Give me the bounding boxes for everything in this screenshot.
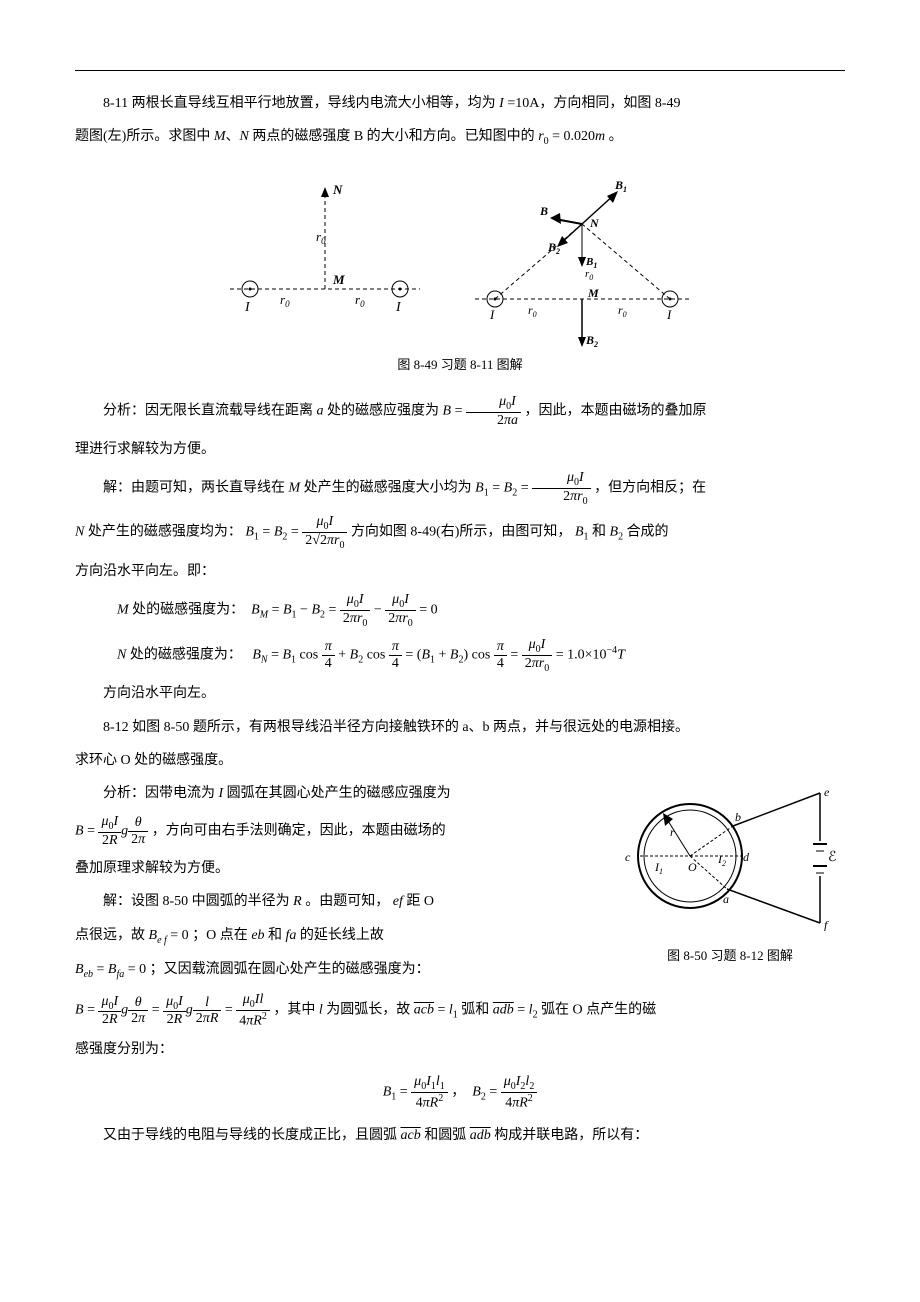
- svg-text:O: O: [688, 860, 697, 874]
- figure-8-49: I I r0 r0 r0 M N I I r0 r: [75, 169, 845, 376]
- I-var: I: [499, 96, 504, 111]
- text: 处产生的磁感强度大小均为: [304, 480, 472, 495]
- text: 分析：因带电流为: [103, 786, 215, 801]
- top-rule: [75, 70, 845, 71]
- sep: 、: [226, 129, 240, 144]
- svg-text:r0: r0: [618, 303, 627, 319]
- eq-BM: M 处的磁感强度为： BM = B1 − B2 = μ0I2πr0 − μ0I2…: [75, 592, 845, 629]
- svg-text:c: c: [625, 850, 631, 864]
- svg-text:d: d: [743, 850, 750, 864]
- svg-text:e: e: [824, 785, 830, 799]
- svg-text:r0: r0: [355, 292, 365, 309]
- text: 分析：因无限长直流载导线在距离: [103, 404, 313, 419]
- svg-text:I: I: [489, 307, 495, 322]
- frac: μ0I 2πr0: [532, 470, 590, 507]
- r0-unit: m: [595, 129, 605, 144]
- figure-8-50: r O I1 I2 c b d a e f ℰ 图 8-50 习题 8-12 图…: [615, 781, 845, 968]
- frac-mu0I-2pia: μ0I 2πa: [466, 394, 521, 428]
- svg-text:B: B: [539, 204, 548, 218]
- arc-acb: acb: [414, 1003, 434, 1018]
- svg-text:I: I: [666, 307, 672, 322]
- svg-text:r: r: [670, 825, 675, 839]
- svg-text:I: I: [244, 300, 251, 315]
- eq-B1-B2: B1 = μ0I1l14πR2 ， B2 = μ0I2l24πR2: [75, 1074, 845, 1111]
- text: 圆弧在其圆心处产生的磁感应强度为: [227, 786, 451, 801]
- svg-text:I: I: [395, 300, 402, 315]
- text: 合成的: [627, 525, 669, 540]
- solution-8-11-b: N 处产生的磁感强度均为： B1 = B2 = μ0I 2√2πr0 方向如图 …: [75, 514, 845, 551]
- direction-left: 方向沿水平向左。: [75, 681, 845, 706]
- solution-8-12-e: 感强度分别为：: [75, 1037, 845, 1062]
- text: ，因此，本题由磁场的叠加原: [524, 404, 706, 419]
- text: =10A，方向相同，如图 8-49: [507, 96, 680, 111]
- svg-text:r0: r0: [528, 303, 537, 319]
- problem-8-11-line2: 题图(左)所示。求图中 M、N 两点的磁感强度 B 的大小和方向。已知图中的 r…: [75, 124, 845, 151]
- text: 处产生的磁感强度均为：: [88, 525, 242, 540]
- fig-8-49-left: I I r0 r0 r0 M N: [210, 169, 440, 329]
- N: N: [75, 525, 84, 540]
- text: 方向如图 8-49(右)所示，由图可知，: [351, 525, 572, 540]
- problem-8-12-line2: 求环心 O 处的磁感强度。: [75, 748, 845, 773]
- period: 。: [605, 129, 623, 144]
- text: 题图(左)所示。求图中: [75, 129, 210, 144]
- problem-8-12-line1: 8-12 如图 8-50 题所示，有两根导线沿半径方向接触铁环的 a、b 两点，…: [75, 715, 845, 740]
- fig-8-50-svg: r O I1 I2 c b d a e f ℰ: [615, 781, 845, 931]
- svg-text:I1: I1: [654, 860, 663, 876]
- B-var: B: [443, 404, 452, 419]
- arc-acb: acb: [401, 1128, 421, 1143]
- svg-text:M: M: [332, 272, 345, 287]
- fig-8-50-caption: 图 8-50 习题 8-12 图解: [615, 944, 845, 967]
- analysis-8-11: 分析：因无限长直流载导线在距离 a 处的磁感应强度为 B = μ0I 2πa ，…: [75, 394, 845, 428]
- N-var: N: [240, 129, 249, 144]
- frac: μ0I 2√2πr0: [302, 514, 347, 551]
- r0-val: = 0.020: [552, 129, 595, 144]
- M-var: M: [214, 129, 226, 144]
- svg-text:f: f: [824, 918, 829, 931]
- analysis-8-11-b: 理进行求解较为方便。: [75, 437, 845, 462]
- text: ，方向可由右手法则确定，因此，本题由磁场的: [152, 823, 446, 838]
- solution-8-11-c: 方向沿水平向左。即：: [75, 559, 845, 584]
- text: 处的磁感应强度为: [327, 404, 439, 419]
- M: M: [289, 480, 301, 495]
- svg-text:r0: r0: [585, 268, 593, 282]
- text: 解：由题可知，两长直导线在: [103, 480, 285, 495]
- svg-text:N: N: [589, 216, 600, 230]
- eq-BN: N 处的磁感强度为： BN = B1 cos π4 + B2 cos π4 = …: [75, 637, 845, 674]
- svg-text:I2: I2: [717, 852, 726, 868]
- svg-text:B1: B1: [614, 178, 627, 194]
- svg-text:B2: B2: [585, 333, 598, 349]
- svg-text:N: N: [332, 182, 343, 197]
- arc-adb: adb: [470, 1128, 491, 1143]
- svg-text:a: a: [723, 892, 729, 906]
- eq-B-arc: B = μ0I2Rgθ2π = μ0I2Rgl2πR = μ0Il4πR2 ，其…: [75, 992, 845, 1029]
- solution-8-11-a: 解：由题可知，两长直导线在 M 处产生的磁感强度大小均为 B1 = B2 = μ…: [75, 470, 845, 507]
- text: 两点的磁感强度 B 的大小和方向。已知图中的: [252, 129, 534, 144]
- text: ，但方向相反；在: [594, 480, 706, 495]
- svg-text:M: M: [587, 286, 599, 300]
- fig-8-49-right: I I r0 r0 r0 M N B B1 B2 B1 B2: [460, 169, 710, 349]
- a-var: a: [317, 404, 324, 419]
- svg-text:b: b: [735, 810, 741, 824]
- svg-text:ℰ: ℰ: [828, 850, 836, 865]
- svg-text:B2: B2: [547, 240, 560, 256]
- arc-adb: adb: [493, 1003, 514, 1018]
- svg-text:B1: B1: [585, 256, 597, 270]
- r0-sub: 0: [544, 136, 549, 147]
- svg-text:r0: r0: [280, 292, 290, 309]
- solution-8-12-f: 又由于导线的电阻与导线的长度成正比，且圆弧 acb 和圆弧 adb 构成并联电路…: [75, 1123, 845, 1148]
- problem-8-11-line1: 8-11 两根长直导线互相平行地放置，导线内电流大小相等，均为 I =10A，方…: [75, 91, 845, 116]
- fig-8-49-caption: 图 8-49 习题 8-11 图解: [75, 353, 845, 376]
- text: 8-11 两根长直导线互相平行地放置，导线内电流大小相等，均为: [103, 96, 496, 111]
